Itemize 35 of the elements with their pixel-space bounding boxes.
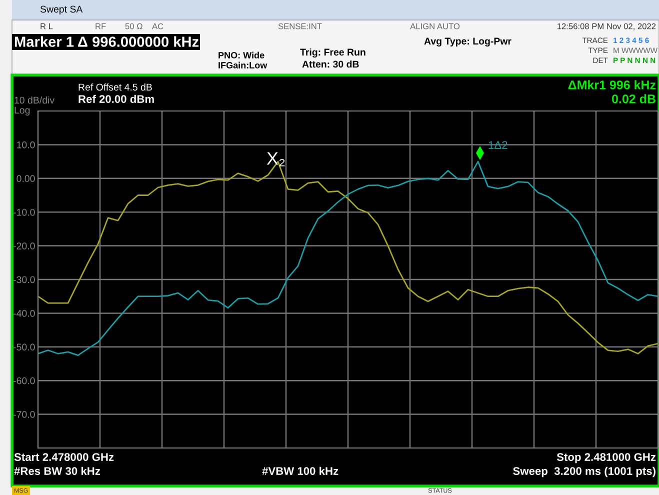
text: Trig: Free Run xyxy=(300,48,366,58)
text: ΔMkr1 996 kHz xyxy=(568,80,656,90)
text: #VBW 100 kHz xyxy=(262,466,338,475)
text: Stop 2.481000 GHz xyxy=(556,453,656,464)
y-tick-label: -60.0 xyxy=(13,377,35,384)
text: Ref 20.00 dBm xyxy=(78,94,154,103)
text: 0.02 dB xyxy=(612,94,656,104)
text: ALIGN AUTO xyxy=(410,23,460,30)
text: PNO: Wide xyxy=(218,52,264,58)
text: RF xyxy=(96,23,106,30)
y-tick-label: -70.0 xyxy=(13,411,35,418)
text: IFGain:Low xyxy=(218,62,268,68)
text: 12:56:08 PM Nov 02, 2022 xyxy=(558,23,656,30)
text: Sweep 3.200 ms (1001 pts) xyxy=(513,466,656,478)
text: Marker 1 Δ 996.000000 kHz xyxy=(14,36,199,47)
text: Avg Type: Log-Pwr xyxy=(424,38,512,47)
chart-title: Swept SA xyxy=(40,6,83,15)
annotation: X₂ xyxy=(266,152,285,166)
y-tick-label: -10.0 xyxy=(13,208,35,216)
y-tick-label: -40.0 xyxy=(13,310,35,317)
text: #Res BW 30 kHz xyxy=(14,466,100,475)
text: Atten: 30 dB xyxy=(302,60,359,68)
text: Start 2.478000 GHz xyxy=(14,453,114,461)
y-tick-label: -20.0 xyxy=(13,242,35,250)
y-tick-label: 10.0 xyxy=(17,141,35,148)
text: Log xyxy=(14,106,30,116)
y-tick-label: 0.00 xyxy=(16,175,35,182)
text: R L xyxy=(40,23,53,30)
text: 10 dB/div xyxy=(14,96,55,104)
text: SENSE:INT xyxy=(278,23,322,30)
text: Ref Offset 4.5 dB xyxy=(78,83,152,91)
text: AC xyxy=(152,23,164,30)
text: 50 Ω xyxy=(125,23,142,30)
y-tick-label: -50.0 xyxy=(13,344,35,351)
y-tick-label: -30.0 xyxy=(13,276,35,284)
